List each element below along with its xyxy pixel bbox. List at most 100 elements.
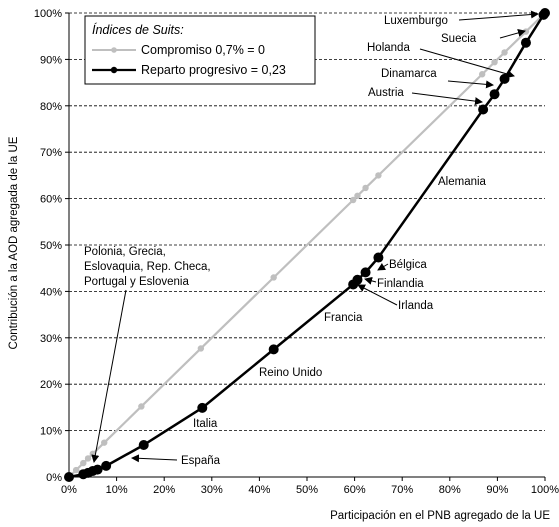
annotation: Bélgica: [377, 259, 427, 271]
x-tick-label: 90%: [486, 484, 508, 496]
data-point: [489, 89, 500, 100]
data-point: [270, 274, 277, 281]
annotation: Holanda: [367, 42, 515, 78]
y-tick-label: 60%: [40, 194, 62, 206]
annotation-label: Italia: [193, 418, 218, 430]
data-point: [80, 459, 87, 467]
annotation-arrow: [364, 276, 377, 285]
annotation-arrow: [411, 92, 483, 106]
annotation-label: Holanda: [367, 42, 410, 54]
annotation: Francia: [324, 312, 363, 324]
data-point: [354, 192, 361, 200]
data-point: [268, 344, 279, 355]
annotation: Reino Unido: [259, 367, 322, 379]
data-point: [64, 472, 74, 482]
annotation-label-line: Polonia, Grecia,: [84, 246, 166, 258]
annotations: Luxemburgo Suecia Holanda Dinamarca Austria A…: [84, 10, 539, 467]
legend-entry: Compromiso 0,7% = 0: [141, 43, 265, 57]
data-point: [478, 71, 486, 78]
axes: [65, 12, 546, 481]
legend: Índices de Suits: Compromiso 0,7% = 0 Repa…: [84, 15, 316, 85]
y-tick-label: 50%: [40, 240, 62, 252]
annotation-label: Francia: [324, 312, 363, 324]
annotation-arrow: [377, 262, 389, 271]
data-point: [520, 37, 531, 48]
data-point: [197, 345, 205, 352]
data-point: [362, 184, 369, 192]
y-tick-label: 100%: [34, 8, 62, 20]
annotation: Italia: [193, 418, 218, 430]
x-tick-label: 50%: [296, 484, 318, 496]
annotation-label: Irlanda: [398, 300, 434, 312]
annotation-arrow: [357, 284, 398, 306]
annotation: Irlanda: [357, 284, 434, 312]
annotation-label: Luxemburgo: [384, 15, 448, 27]
legend-entry: Reparto progresivo = 0,23: [141, 63, 286, 77]
y-tick-label: 0%: [46, 472, 62, 484]
annotation-label-line: Portugal y Eslovenia: [84, 276, 189, 288]
annotation-arrow: [447, 80, 494, 89]
data-point: [101, 460, 112, 471]
data-point: [197, 402, 208, 413]
data-point: [138, 403, 145, 410]
x-tick-label: 100%: [531, 484, 559, 496]
data-point: [72, 466, 80, 474]
annotation: Finlandia: [364, 276, 424, 290]
annotation-arrow: [499, 29, 526, 39]
annotation: Suecia: [441, 29, 526, 45]
annotation-arrow: [91, 289, 127, 463]
x-tick-label: 80%: [439, 484, 461, 496]
data-point: [478, 104, 489, 115]
x-tick-label: 40%: [248, 484, 270, 496]
annotation-label: Finlandia: [377, 278, 424, 290]
x-axis-title: Participación en el PNB agregado de la U…: [330, 510, 550, 522]
data-point: [375, 172, 382, 179]
annotation-arrow: [458, 10, 539, 21]
annotation: Dinamarca: [381, 68, 494, 89]
legend-swatch-marker: [110, 66, 118, 74]
data-point: [92, 464, 103, 475]
y-tick-label: 10%: [40, 426, 62, 438]
annotation-label: Dinamarca: [381, 68, 437, 80]
data-point: [501, 49, 508, 56]
annotation-label: Alemania: [438, 176, 487, 188]
annotation-arrow: [131, 454, 178, 463]
y-axis-title: Contribución a la AOD agregada de la UE: [8, 136, 20, 349]
annotation: Austria: [368, 87, 483, 106]
annotation-label-line: Eslovaquia, Rep. Checa,: [84, 261, 211, 273]
annotation-label: España: [181, 455, 221, 467]
y-tick-label: 80%: [40, 101, 62, 113]
data-point: [360, 267, 371, 278]
annotation-label: Polonia, Grecia, Eslovaquia, Rep. Checa, P…: [84, 246, 211, 288]
data-point: [101, 439, 108, 446]
x-tick-label: 30%: [201, 484, 223, 496]
data-point: [540, 8, 550, 18]
x-tick-label: 0%: [61, 484, 77, 496]
y-tick-labels: 0% 10% 20% 30% 40% 50% 60% 70% 80% 90% 100%: [34, 8, 62, 484]
x-tick-label: 10%: [106, 484, 128, 496]
x-tick-label: 20%: [153, 484, 175, 496]
data-point: [349, 196, 357, 204]
annotation-arrow: [419, 48, 515, 78]
y-tick-label: 70%: [40, 147, 62, 159]
series-layer: [64, 8, 550, 482]
y-tick-label: 30%: [40, 333, 62, 345]
legend-title: Índices de Suits:: [92, 22, 184, 37]
annotation: España: [131, 454, 221, 467]
annotation-label: Bélgica: [389, 259, 427, 271]
legend-swatch-marker: [111, 47, 117, 53]
annotation: Polonia, Grecia, Eslovaquia, Rep. Checa, P…: [84, 246, 211, 463]
y-tick-label: 40%: [40, 286, 62, 298]
x-tick-label: 60%: [344, 484, 366, 496]
annotation: Alemania: [438, 176, 487, 188]
y-tick-label: 20%: [40, 379, 62, 391]
annotation-label: Austria: [368, 87, 404, 99]
data-point: [84, 455, 92, 462]
data-point: [138, 439, 149, 450]
annotation-label: Suecia: [441, 33, 477, 45]
x-tick-labels: 0% 10% 20% 30% 40% 50% 60% 70% 80% 90% 100%: [61, 484, 559, 496]
data-point: [491, 58, 498, 66]
data-point: [352, 274, 363, 285]
y-tick-label: 90%: [40, 54, 62, 66]
